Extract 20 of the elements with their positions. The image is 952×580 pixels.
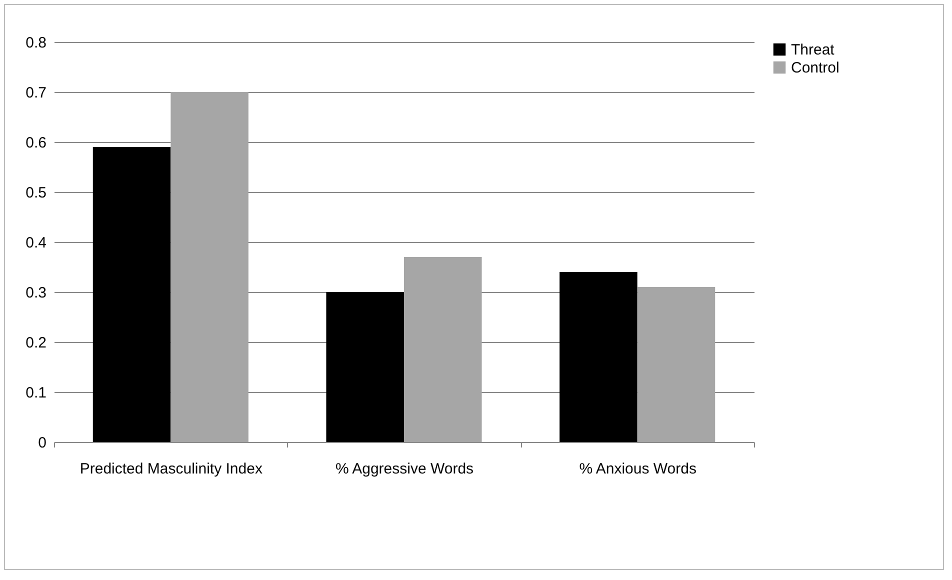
bar [326, 292, 404, 442]
bar [170, 92, 248, 442]
x-tick-label: Predicted Masculinity Index [80, 460, 263, 478]
y-tick-label: 0.8 [26, 34, 46, 52]
x-tick-label: % Anxious Words [579, 460, 696, 478]
y-tick-label: 0.7 [26, 84, 46, 102]
y-tick-label: 0.1 [26, 384, 46, 402]
legend-label: Threat [791, 42, 836, 58]
y-tick-label: 0 [38, 434, 46, 452]
y-tick-label: 0.5 [26, 184, 46, 202]
bar [92, 147, 171, 442]
y-tick-label: 0.6 [26, 134, 46, 152]
bar [560, 272, 638, 442]
x-tick-label: % Aggressive Words [335, 460, 474, 478]
y-tick-label: 0.2 [26, 334, 46, 352]
y-tick-label: 0.4 [26, 234, 46, 252]
bar [637, 287, 716, 442]
y-tick-label: 0.3 [26, 284, 46, 302]
legend-label: Control [791, 60, 840, 76]
bar [404, 257, 482, 442]
